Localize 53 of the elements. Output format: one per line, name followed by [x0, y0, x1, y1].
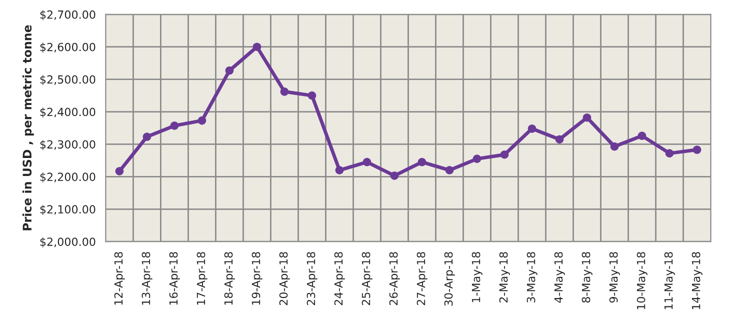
x-tick-label: 13-Apr-18	[142, 252, 152, 305]
point	[142, 132, 152, 141]
x-tick-label: 16-Apr-18	[169, 252, 180, 305]
x-tick-label: 2-May-18	[499, 252, 510, 303]
x-tick-label: 8-May-18	[582, 252, 592, 303]
point	[692, 146, 702, 154]
x-tick-label: 27-Apr-18	[416, 252, 428, 306]
point	[252, 42, 262, 52]
point	[610, 142, 619, 151]
point	[638, 132, 646, 140]
y-tick-label: $2,200.00	[40, 172, 96, 183]
x-tick-label: 14-May-18	[692, 252, 702, 310]
y-tick-label: $2,400.00	[40, 108, 96, 118]
x-tick-label: 24-Apr-18	[334, 252, 345, 306]
x-tick-label: 20-Apr-18	[279, 252, 290, 306]
y-tick-label: $2,000.00	[40, 237, 96, 248]
point	[170, 122, 179, 130]
x-tick-label: 10-May-18	[636, 252, 648, 310]
point	[500, 150, 509, 159]
point	[528, 124, 536, 133]
x-tick-label: 23-Apr-18	[306, 252, 318, 306]
x-tick-label: 30-Arp-18	[444, 252, 455, 306]
x-tick-label: 3-May-18	[526, 252, 538, 302]
x-tick-label: 1-May-18	[472, 252, 482, 302]
point	[225, 66, 234, 75]
point	[362, 158, 372, 166]
x-tick-label: 18-Apr-18	[224, 252, 235, 305]
point	[445, 166, 454, 174]
point	[418, 158, 426, 166]
y-tick-label: $2,700.00	[40, 10, 96, 20]
point	[390, 172, 399, 180]
point	[115, 167, 124, 176]
point	[665, 149, 674, 158]
x-tick-label: 26-Apr-18	[389, 252, 400, 306]
y-tick-label: $2,300.00	[40, 140, 96, 150]
x-tick-label: 17-Apr-18	[196, 252, 208, 305]
y-tick-label: $2,100.00	[40, 204, 96, 215]
y-axis-title: Price in USD , per metric tonne	[22, 25, 34, 230]
point	[308, 91, 316, 100]
y-tick-label: $2,600.00	[40, 42, 96, 53]
point	[555, 135, 564, 144]
point	[335, 166, 344, 174]
x-tick-label: 25-Apr-18	[362, 252, 372, 306]
x-tick-label: 11-May-18	[664, 252, 675, 310]
x-tick-label: 12-Apr-18	[114, 252, 125, 305]
point	[472, 154, 482, 163]
point	[198, 116, 206, 125]
x-tick-label: 4-May-18	[554, 252, 565, 303]
x-tick-label: 19-Apr-18	[252, 252, 262, 305]
point	[280, 87, 289, 96]
x-tick-label: 9-May-18	[609, 252, 620, 303]
point	[582, 113, 592, 122]
y-tick-label: $2,500.00	[40, 75, 96, 86]
